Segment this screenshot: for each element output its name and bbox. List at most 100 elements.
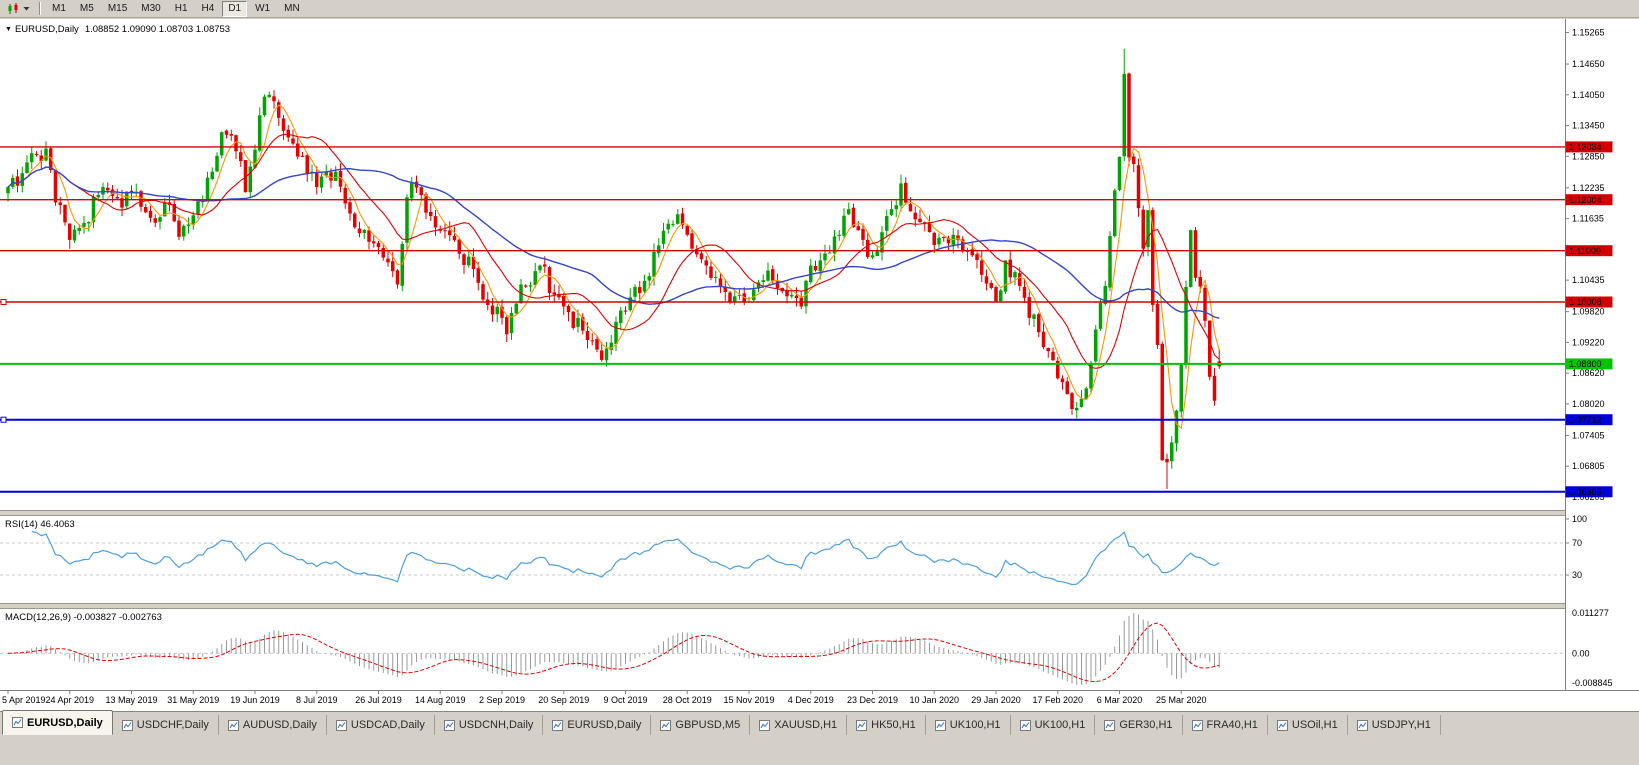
mini-chart-icon (1356, 719, 1368, 731)
tab-label: USDJPY,H1 (1371, 719, 1431, 731)
tab-label: UK100,H1 (1034, 719, 1086, 731)
price-chart[interactable]: 1.15265 1.14650 1.14050 1.13450 1.12850 1.122… (0, 19, 1639, 711)
macd-indicator-label: MACD(12,26,9) -0.003827 -0.002763 (5, 612, 162, 623)
rsi-indicator-label: RSI(14) 46.4063 (5, 519, 75, 530)
svg-text:1.11635: 1.11635 (1572, 214, 1604, 224)
svg-text:24 Apr 2019: 24 Apr 2019 (45, 695, 94, 705)
svg-text:14 Aug 2019: 14 Aug 2019 (415, 695, 466, 705)
rsi-line (31, 531, 1220, 586)
macd-axis[interactable]: 0.011277 0.00 -0.008845 (1572, 608, 1613, 688)
mini-chart-icon (1104, 719, 1116, 731)
svg-text:1.13450: 1.13450 (1572, 121, 1605, 131)
svg-text:1.11009: 1.11009 (1569, 246, 1601, 256)
mini-chart-icon (1276, 719, 1288, 731)
mini-chart-icon (934, 719, 946, 731)
svg-text:1.12004: 1.12004 (1569, 195, 1602, 205)
svg-text:6 Mar 2020: 6 Mar 2020 (1097, 695, 1143, 705)
timeframe-button-m5[interactable]: M5 (74, 1, 100, 17)
timeframe-button-h1[interactable]: H1 (169, 1, 194, 17)
svg-text:1.08620: 1.08620 (1572, 368, 1605, 378)
svg-text:0.00: 0.00 (1572, 648, 1590, 658)
chart-tab-uk100-h1[interactable]: UK100,H1 (926, 715, 1011, 735)
chart-tab-ger30-h1[interactable]: GER30,H1 (1095, 715, 1183, 735)
svg-text:1.10435: 1.10435 (1572, 275, 1605, 285)
svg-text:1.08020: 1.08020 (1572, 399, 1605, 409)
ohlc-values: 1.08852 1.09090 1.08703 1.08753 (84, 24, 231, 35)
ma-line-5 (7, 104, 1220, 430)
svg-text:1.15265: 1.15265 (1572, 28, 1605, 38)
svg-text:8 Jul 2019: 8 Jul 2019 (296, 695, 338, 705)
svg-text:1.13034: 1.13034 (1569, 142, 1602, 152)
svg-text:1.07712: 1.07712 (1569, 415, 1602, 425)
timeframe-toolbar: M1 M5 M15 M30 H1 H4 D1 W1 MN (0, 0, 1639, 18)
horizontal-line-1.10008[interactable] (0, 299, 1565, 306)
chart-tab-fra40-h1[interactable]: FRA40,H1 (1183, 715, 1268, 735)
svg-text:70: 70 (1572, 538, 1582, 548)
svg-text:1.06306: 1.06306 (1569, 487, 1602, 497)
collapse-triangle-icon[interactable]: ▼ (5, 26, 12, 33)
chart-tab-uk100-h1[interactable]: UK100,H1 (1011, 715, 1096, 735)
mini-chart-icon (121, 719, 133, 731)
timeframe-button-w1[interactable]: W1 (249, 1, 276, 17)
horizontal-lines[interactable] (0, 146, 1565, 493)
ma-line-14 (7, 133, 1220, 369)
tab-label: GBPUSD,M5 (675, 719, 741, 731)
svg-text:17 Feb 2020: 17 Feb 2020 (1032, 695, 1083, 705)
svg-text:1.12850: 1.12850 (1572, 151, 1605, 161)
chart-title: ▼ EURUSD,Daily 1.08852 1.09090 1.08703 1.0… (5, 24, 230, 35)
mini-chart-icon (443, 719, 455, 731)
mini-chart-icon (1019, 719, 1031, 731)
chart-tab-xauusd-h1[interactable]: XAUUSD,H1 (750, 715, 848, 735)
svg-text:30: 30 (1572, 570, 1582, 580)
svg-text:13 May 2019: 13 May 2019 (105, 695, 157, 705)
tab-label: UK100,H1 (949, 719, 1001, 731)
svg-text:1.09220: 1.09220 (1572, 337, 1605, 347)
macd-histogram (12, 613, 1220, 685)
chart-tab-eurusd-daily[interactable]: EURUSD,Daily (2, 710, 113, 735)
tab-label: EURUSD,Daily (27, 716, 103, 729)
svg-text:100: 100 (1572, 514, 1587, 524)
price-axis[interactable]: 1.15265 1.14650 1.14050 1.13450 1.12850 1.122… (1565, 28, 1605, 502)
candlestick-series (6, 48, 1221, 489)
window-bottom-strip (0, 735, 1639, 765)
svg-text:20 Sep 2019: 20 Sep 2019 (538, 695, 589, 705)
horizontal-line-1.07712[interactable] (0, 416, 1565, 423)
svg-text:31 May 2019: 31 May 2019 (167, 695, 219, 705)
chart-tab-audusd-daily[interactable]: AUDUSD,Daily (219, 715, 327, 735)
line-handle[interactable] (0, 416, 7, 423)
chart-tab-usdcad-daily[interactable]: USDCAD,Daily (327, 715, 435, 735)
svg-text:19 Jun 2019: 19 Jun 2019 (230, 695, 280, 705)
svg-text:1.14050: 1.14050 (1572, 90, 1605, 100)
svg-text:25 Mar 2020: 25 Mar 2020 (1156, 695, 1207, 705)
chart-tab-usdcnh-daily[interactable]: USDCNH,Daily (435, 715, 544, 735)
svg-text:9 Oct 2019: 9 Oct 2019 (603, 695, 647, 705)
timeframe-button-d1[interactable]: D1 (222, 0, 248, 17)
svg-text:23 Dec 2019: 23 Dec 2019 (847, 695, 898, 705)
chart-tab-eurusd-daily[interactable]: EURUSD,Daily (543, 715, 652, 735)
rsi-axis[interactable]: 100 70 30 (1565, 514, 1587, 580)
svg-text:1.08800: 1.08800 (1569, 359, 1602, 369)
timeframe-button-m1[interactable]: M1 (46, 1, 72, 17)
date-axis[interactable]: 5 Apr 2019 24 Apr 2019 13 May 2019 31 May 2… (2, 690, 1207, 705)
svg-text:5 Apr 2019: 5 Apr 2019 (2, 695, 46, 705)
timeframe-button-m15[interactable]: M15 (102, 1, 133, 17)
chart-type-button[interactable] (3, 0, 34, 18)
chart-tab-usoil-h1[interactable]: USOil,H1 (1268, 715, 1348, 735)
hline-price-labels: 1.13034 1.12004 1.11009 1.10008 1.08800 1.077… (1565, 141, 1613, 498)
mini-chart-icon (660, 719, 672, 731)
chart-tab-gbpusd-m5[interactable]: GBPUSD,M5 (651, 715, 751, 735)
chart-tab-hk50-h1[interactable]: HK50,H1 (847, 715, 926, 735)
svg-text:29 Jan 2020: 29 Jan 2020 (971, 695, 1021, 705)
chart-tab-bar: EURUSD,Daily USDCHF,Daily AUDUSD,Daily USDC… (0, 710, 1639, 735)
svg-text:28 Oct 2019: 28 Oct 2019 (663, 695, 712, 705)
svg-text:1.06805: 1.06805 (1572, 461, 1605, 471)
timeframe-button-mn[interactable]: MN (278, 1, 306, 17)
line-handle[interactable] (0, 299, 7, 306)
chart-tab-usdjpy-h1[interactable]: USDJPY,H1 (1348, 715, 1441, 735)
mini-chart-icon (12, 717, 23, 728)
tab-label: HK50,H1 (871, 719, 916, 731)
svg-text:1.14650: 1.14650 (1572, 59, 1605, 69)
chart-tab-usdchf-daily[interactable]: USDCHF,Daily (113, 715, 219, 735)
timeframe-button-m30[interactable]: M30 (135, 1, 166, 17)
timeframe-button-h4[interactable]: H4 (196, 1, 221, 17)
